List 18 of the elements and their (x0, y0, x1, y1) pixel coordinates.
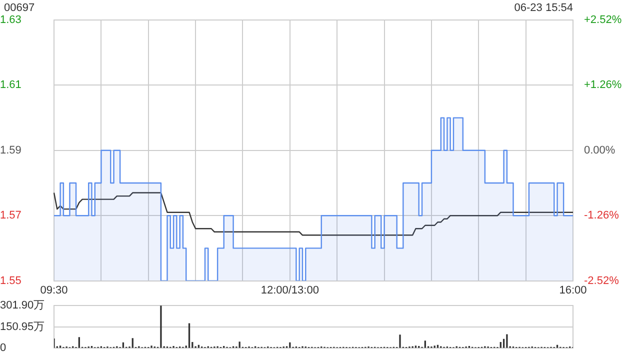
y-tick-label: 1.61 (0, 79, 22, 92)
text: 06-23 15:54 (514, 2, 573, 14)
y-tick-label: 1.57 (0, 210, 22, 222)
y2-tick-label: +2.52% (584, 14, 622, 26)
y2-tick-label: +1.26% (584, 79, 622, 92)
x-tick-label: 16:00 (559, 284, 587, 296)
y-tick-label: 150.95万 (0, 320, 45, 333)
y-tick-label: 1.55 (0, 274, 22, 287)
y2-tick-label: -1.26% (584, 210, 620, 222)
y2-tick-label: -2.52% (584, 274, 620, 287)
x-tick-label: 12:00/13:00 (260, 284, 319, 296)
y-tick-label: 1.59 (0, 144, 22, 156)
y-tick-label: 0 (0, 342, 6, 354)
chart-title: 00697 (4, 2, 35, 14)
y-tick-label: 301.90万 (0, 300, 45, 312)
x-tick-label: 09:30 (40, 284, 68, 296)
y2-tick-label: 0.00% (584, 144, 616, 156)
y-tick-label: 1.63 (0, 14, 22, 26)
